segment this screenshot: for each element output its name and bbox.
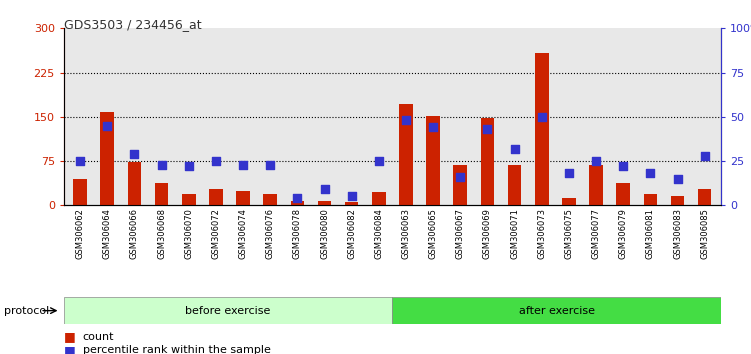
Point xyxy=(481,126,493,132)
Bar xyxy=(101,112,114,205)
Point xyxy=(291,195,303,201)
Bar xyxy=(644,194,657,205)
Point xyxy=(617,164,629,169)
Bar xyxy=(508,165,521,205)
Point xyxy=(427,125,439,130)
Point xyxy=(182,164,195,169)
Text: ■: ■ xyxy=(64,331,76,343)
Text: GDS3503 / 234456_at: GDS3503 / 234456_at xyxy=(64,18,201,31)
Bar xyxy=(209,189,223,205)
Point xyxy=(508,146,520,152)
Point xyxy=(698,153,710,159)
Bar xyxy=(562,198,576,205)
Bar xyxy=(128,162,141,205)
Point xyxy=(563,171,575,176)
Point xyxy=(671,176,683,182)
Bar xyxy=(237,191,250,205)
Text: after exercise: after exercise xyxy=(519,306,595,316)
Bar xyxy=(535,53,548,205)
Bar xyxy=(427,116,440,205)
Bar xyxy=(372,192,385,205)
Bar xyxy=(182,194,195,205)
Bar xyxy=(454,165,467,205)
Text: ■: ■ xyxy=(64,344,76,354)
Point xyxy=(400,118,412,123)
Point xyxy=(644,171,656,176)
Point xyxy=(101,123,113,129)
Bar xyxy=(400,104,413,205)
Point xyxy=(318,187,330,192)
Point xyxy=(74,158,86,164)
Bar xyxy=(345,202,358,205)
Text: before exercise: before exercise xyxy=(185,306,271,316)
Bar xyxy=(671,196,684,205)
Text: percentile rank within the sample: percentile rank within the sample xyxy=(83,346,270,354)
Bar xyxy=(318,201,331,205)
Point xyxy=(128,151,140,157)
Bar xyxy=(590,165,603,205)
FancyBboxPatch shape xyxy=(392,297,721,324)
Point xyxy=(237,162,249,167)
Point xyxy=(535,114,547,120)
Bar xyxy=(617,183,630,205)
Bar xyxy=(481,118,494,205)
FancyBboxPatch shape xyxy=(64,297,392,324)
Point xyxy=(264,162,276,167)
Point xyxy=(345,194,357,199)
Bar xyxy=(264,194,277,205)
Bar xyxy=(291,201,304,205)
Point xyxy=(155,162,167,167)
Point xyxy=(210,158,222,164)
Point xyxy=(372,158,385,164)
Text: count: count xyxy=(83,332,114,342)
Bar xyxy=(74,179,87,205)
Point xyxy=(590,158,602,164)
Bar xyxy=(698,189,711,205)
Point xyxy=(454,174,466,180)
Text: protocol: protocol xyxy=(4,306,49,316)
Bar xyxy=(155,183,168,205)
